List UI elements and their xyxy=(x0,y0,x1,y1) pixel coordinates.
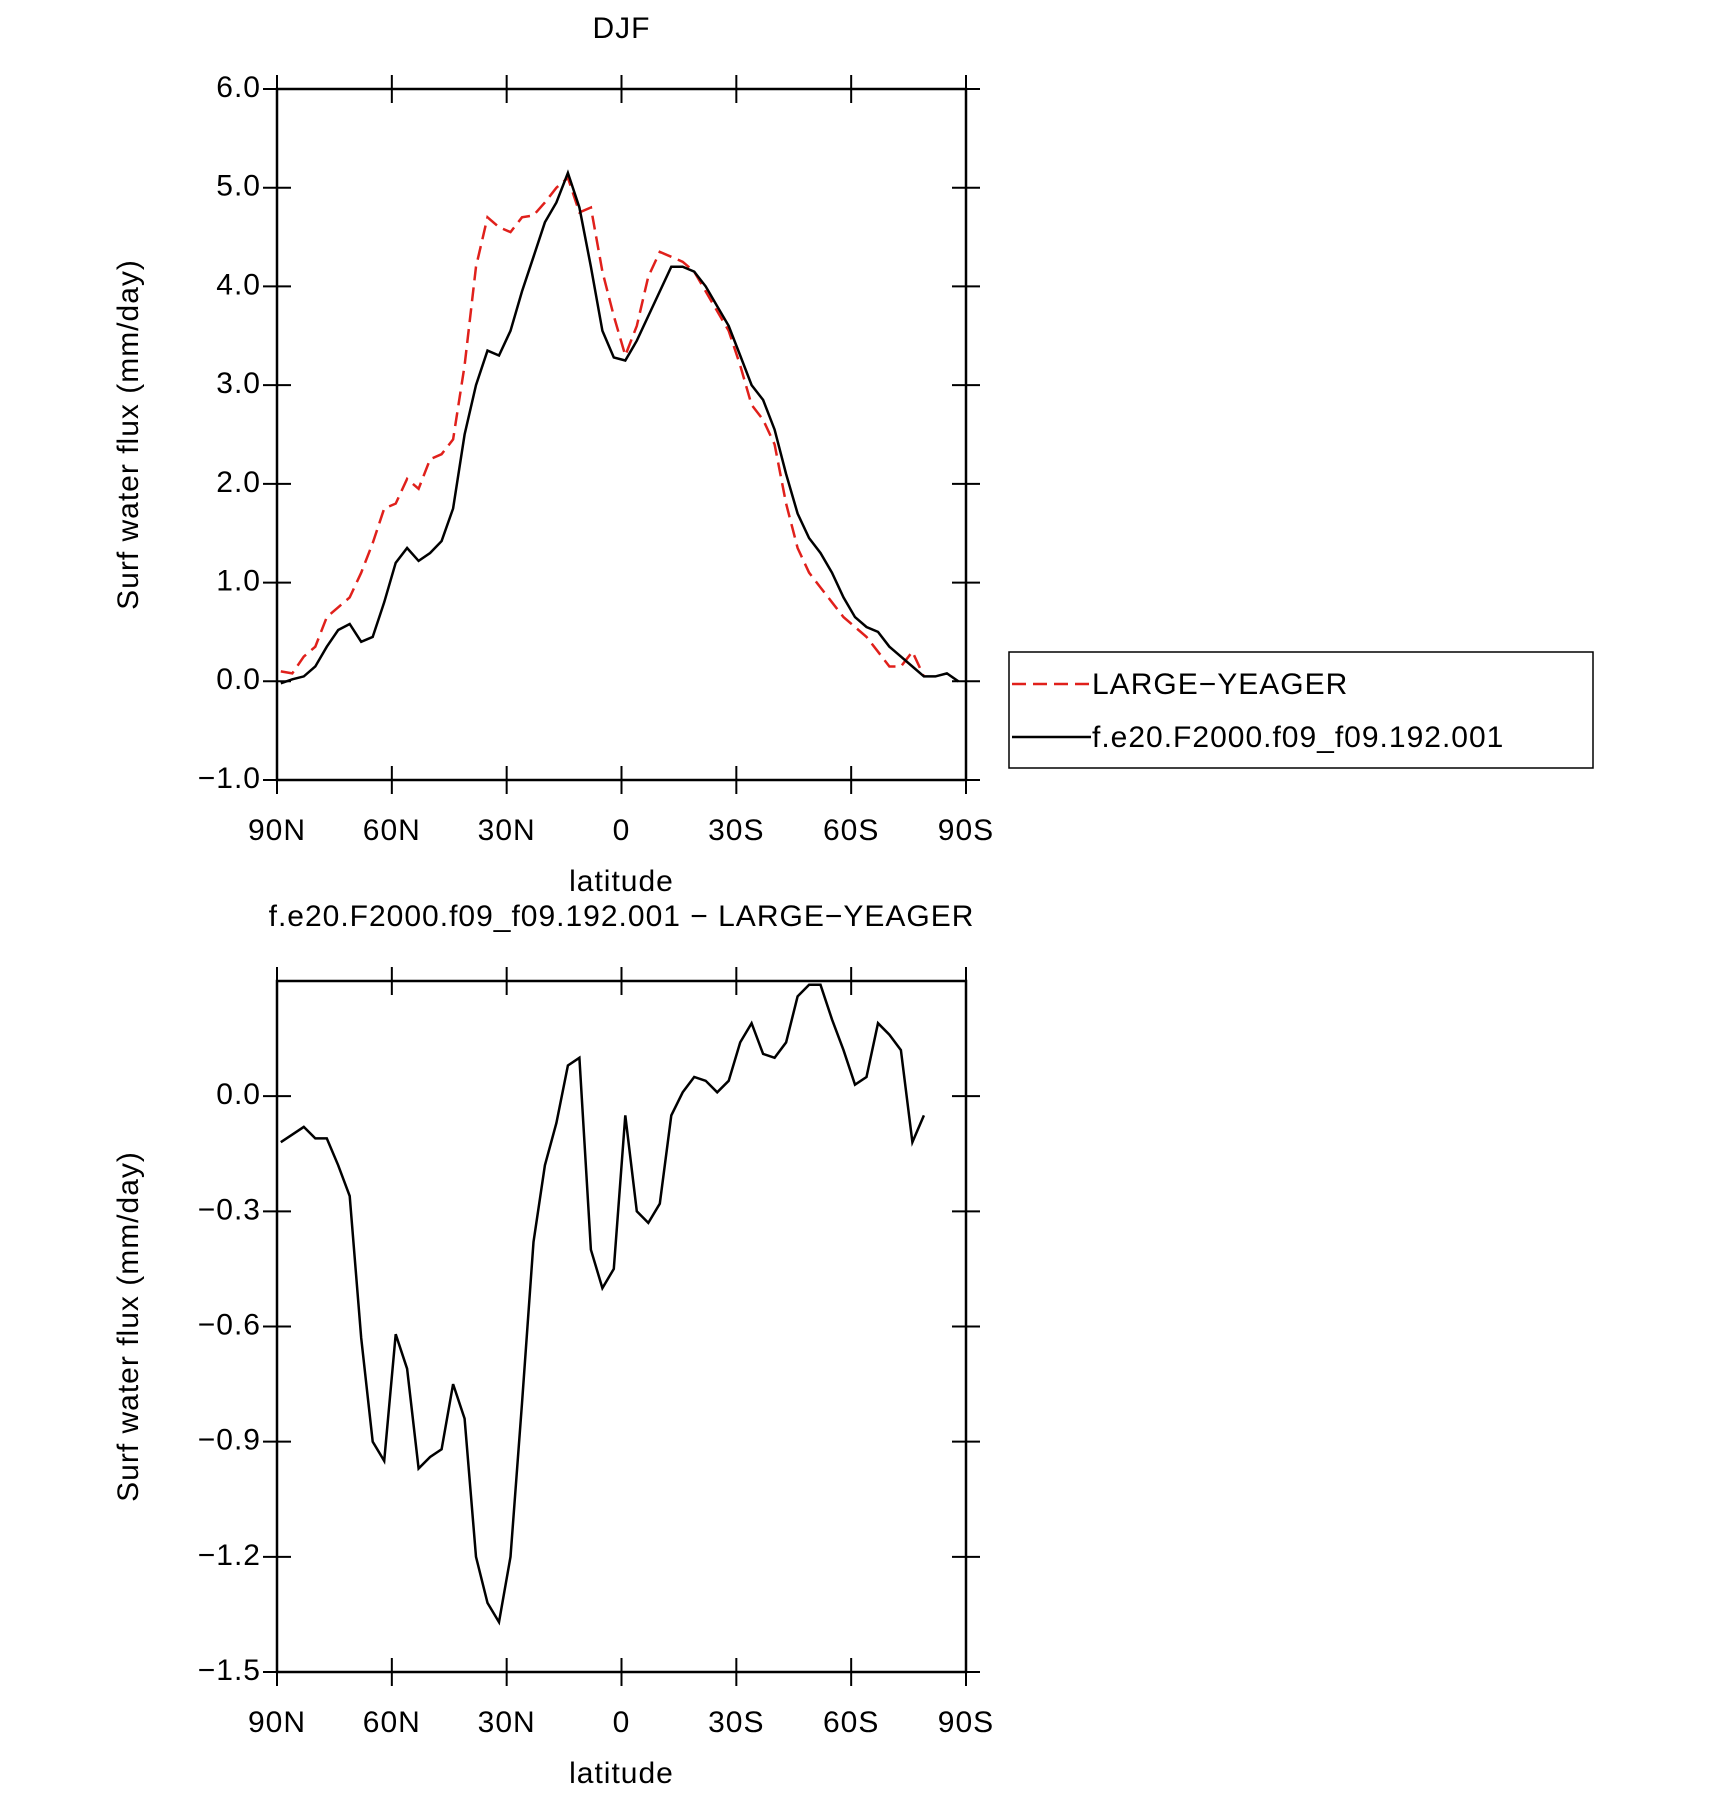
x-tick-label: 90S xyxy=(938,1706,994,1739)
x-tick-label: 60S xyxy=(823,814,879,847)
data-line xyxy=(280,175,926,677)
legend-label: f.e20.F2000.f09_f09.192.001 xyxy=(1092,721,1504,754)
x-tick-label: 90N xyxy=(248,1706,306,1739)
plot-frame xyxy=(275,979,968,1674)
x-tick-label: 90S xyxy=(938,814,994,847)
legend-label: LARGE−YEAGER xyxy=(1092,668,1348,701)
y-axis-label: Surf water flux (mm/day) xyxy=(112,1151,145,1502)
y-tick-label: 6.0 xyxy=(216,71,261,104)
x-axis-label: latitude xyxy=(569,865,674,898)
y-tick-label: −0.6 xyxy=(198,1308,261,1341)
data-line xyxy=(280,169,960,685)
x-tick-label: 0 xyxy=(613,1706,631,1739)
x-tick-label: 60S xyxy=(823,1706,879,1739)
y-tick-label: −1.2 xyxy=(198,1539,261,1572)
x-tick-label: 30S xyxy=(708,814,764,847)
y-tick-label: 1.0 xyxy=(216,564,261,597)
y-tick-label: 4.0 xyxy=(216,268,261,301)
x-tick-label: 60N xyxy=(363,814,421,847)
y-tick-label: −1.0 xyxy=(198,762,261,795)
chart-title: f.e20.F2000.f09_f09.192.001 − LARGE−YEAG… xyxy=(269,900,975,933)
legend-box xyxy=(1008,651,1594,769)
x-tick-label: 0 xyxy=(613,814,631,847)
y-tick-label: 5.0 xyxy=(216,170,261,203)
chart-title: DJF xyxy=(593,12,651,45)
x-tick-label: 30S xyxy=(708,1706,764,1739)
y-tick-label: −1.5 xyxy=(198,1654,261,1687)
x-axis-label: latitude xyxy=(569,1757,674,1790)
data-line xyxy=(280,983,926,1626)
x-tick-label: 30N xyxy=(478,814,536,847)
y-tick-label: 2.0 xyxy=(216,466,261,499)
plot-frame xyxy=(275,87,968,782)
y-tick-label: 3.0 xyxy=(216,367,261,400)
x-tick-label: 60N xyxy=(363,1706,421,1739)
y-tick-label: 0.0 xyxy=(216,663,261,696)
y-tick-label: −0.3 xyxy=(198,1193,261,1226)
x-tick-label: 30N xyxy=(478,1706,536,1739)
x-tick-label: 90N xyxy=(248,814,306,847)
y-axis-label: Surf water flux (mm/day) xyxy=(112,259,145,610)
y-tick-label: −0.9 xyxy=(198,1424,261,1457)
y-tick-label: 0.0 xyxy=(216,1078,261,1111)
